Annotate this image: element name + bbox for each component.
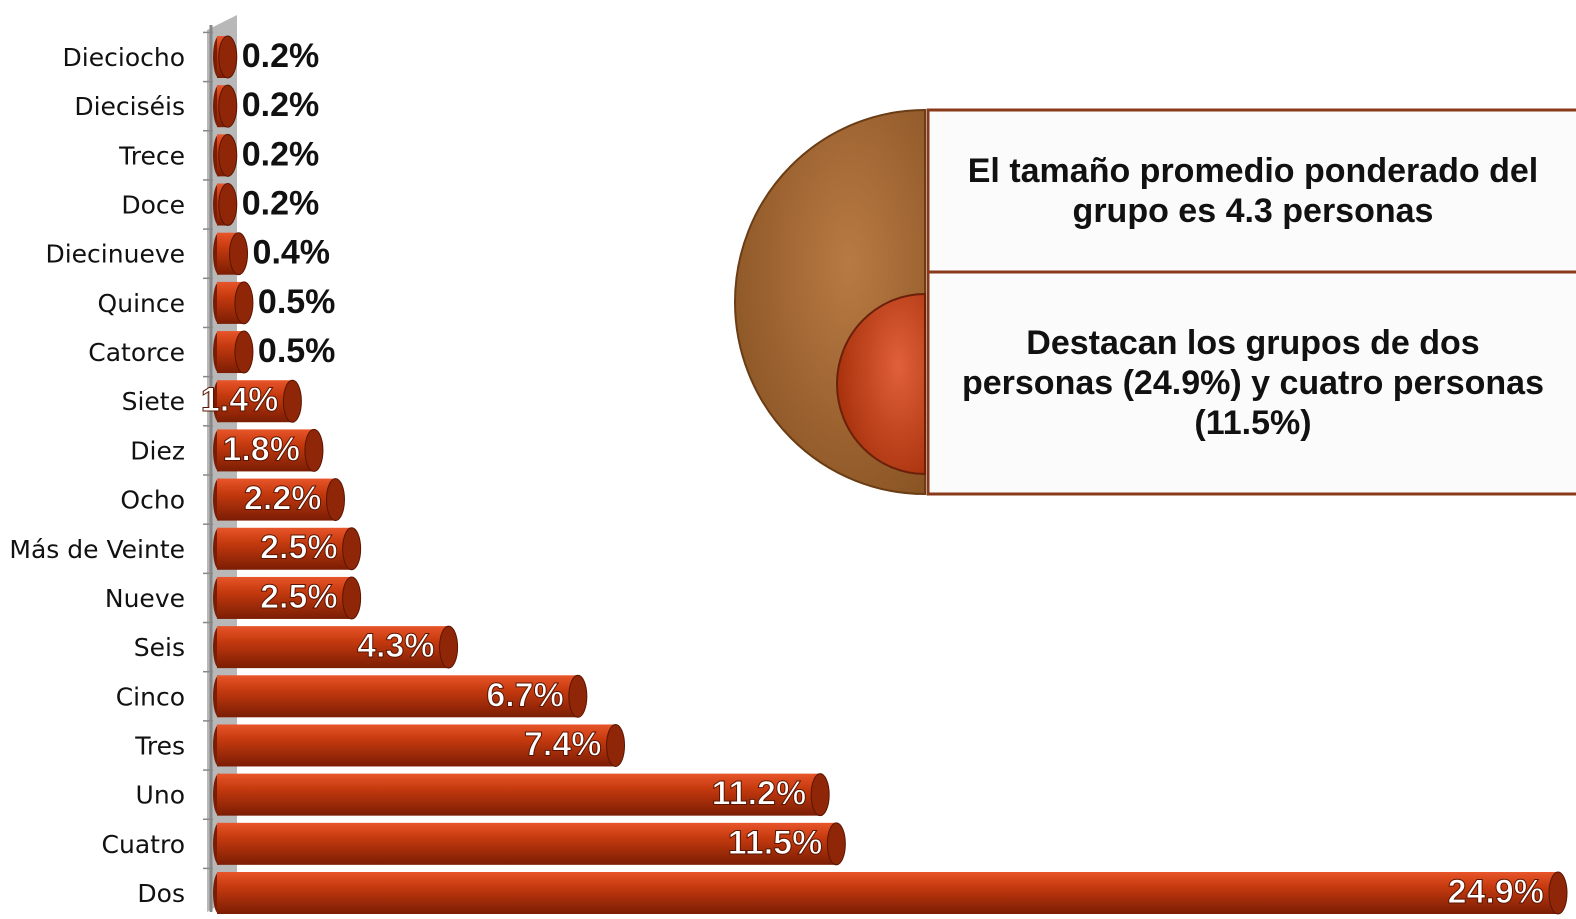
bar: [217, 773, 821, 816]
value-label: 0.5%: [258, 283, 336, 321]
callout-box: [926, 270, 1576, 496]
y-tick-label: Nueve: [105, 584, 185, 613]
bar-cap: [282, 379, 302, 423]
y-tick-label: Cinco: [116, 682, 185, 711]
y-tick-label: Cuatro: [102, 830, 185, 859]
bar-cap: [342, 527, 362, 571]
y-tick-label: Ocho: [120, 486, 185, 515]
bar: [217, 872, 1558, 914]
bar-cap: [1548, 871, 1568, 915]
value-label: 0.2%: [242, 86, 320, 124]
value-label: 24.9%: [1448, 873, 1544, 911]
bar: [217, 675, 578, 718]
y-tick-label: Tres: [134, 731, 185, 760]
bar-cap: [218, 133, 238, 177]
bar-cap: [229, 232, 249, 276]
bar-cap: [234, 281, 254, 325]
value-label: 0.4%: [253, 234, 331, 272]
y-tick-label: Dos: [137, 879, 185, 908]
value-label: 0.5%: [258, 332, 336, 370]
bar-cap: [826, 822, 846, 866]
value-label: 2.2%: [244, 480, 322, 518]
y-tick-label: Uno: [136, 781, 185, 810]
y-tick-label: Trece: [118, 141, 185, 170]
y-tick-label: Más de Veinte: [9, 535, 185, 564]
bar-cap: [810, 773, 830, 817]
y-tick-label: Dieciséis: [74, 92, 185, 121]
y-tick-label: Dieciocho: [63, 43, 185, 72]
bar: [217, 626, 449, 669]
bar-cap: [439, 625, 459, 669]
bar: [217, 822, 837, 865]
bar-cap: [342, 576, 362, 620]
bar-cap: [218, 183, 238, 227]
callout-text: Destacan los grupos de dos personas (24.…: [961, 324, 1544, 442]
y-tick-label: Doce: [121, 191, 185, 220]
bar: [217, 380, 293, 423]
bar-cap: [568, 674, 588, 718]
value-label: 1.4%: [201, 381, 279, 419]
y-tick-label: Diecinueve: [45, 240, 185, 269]
bar: [217, 478, 336, 521]
callout-text: El tamaño promedio ponderado del grupo e…: [967, 152, 1539, 230]
y-tick-label: Seis: [134, 633, 185, 662]
y-tick-label: Quince: [98, 289, 185, 318]
value-label: 0.2%: [242, 135, 320, 173]
bar-cap: [325, 478, 345, 522]
bar-cap: [234, 330, 254, 374]
value-label: 7.4%: [524, 725, 602, 763]
bar: [217, 527, 352, 570]
value-label: 6.7%: [486, 676, 564, 714]
value-label: 2.5%: [260, 578, 338, 616]
value-label: 0.2%: [242, 185, 320, 223]
value-label: 0.2%: [242, 37, 320, 75]
y-tick-label: Diez: [130, 436, 185, 465]
bar-cap: [218, 35, 238, 79]
callout-box: [926, 108, 1576, 274]
bar: [217, 429, 314, 472]
value-label: 11.2%: [712, 775, 807, 813]
bar-cap: [304, 428, 324, 472]
bar-cap: [218, 84, 238, 128]
y-tick-label: Siete: [122, 387, 185, 416]
value-label: 1.8%: [222, 430, 300, 468]
bar: [217, 576, 352, 619]
y-tick-label: Catorce: [88, 338, 185, 367]
value-label: 4.3%: [357, 627, 435, 665]
bar: [217, 724, 616, 767]
value-label: 2.5%: [260, 529, 338, 567]
bar-cap: [606, 723, 626, 767]
value-label: 11.5%: [728, 824, 823, 862]
callout-decoration: [836, 292, 926, 476]
